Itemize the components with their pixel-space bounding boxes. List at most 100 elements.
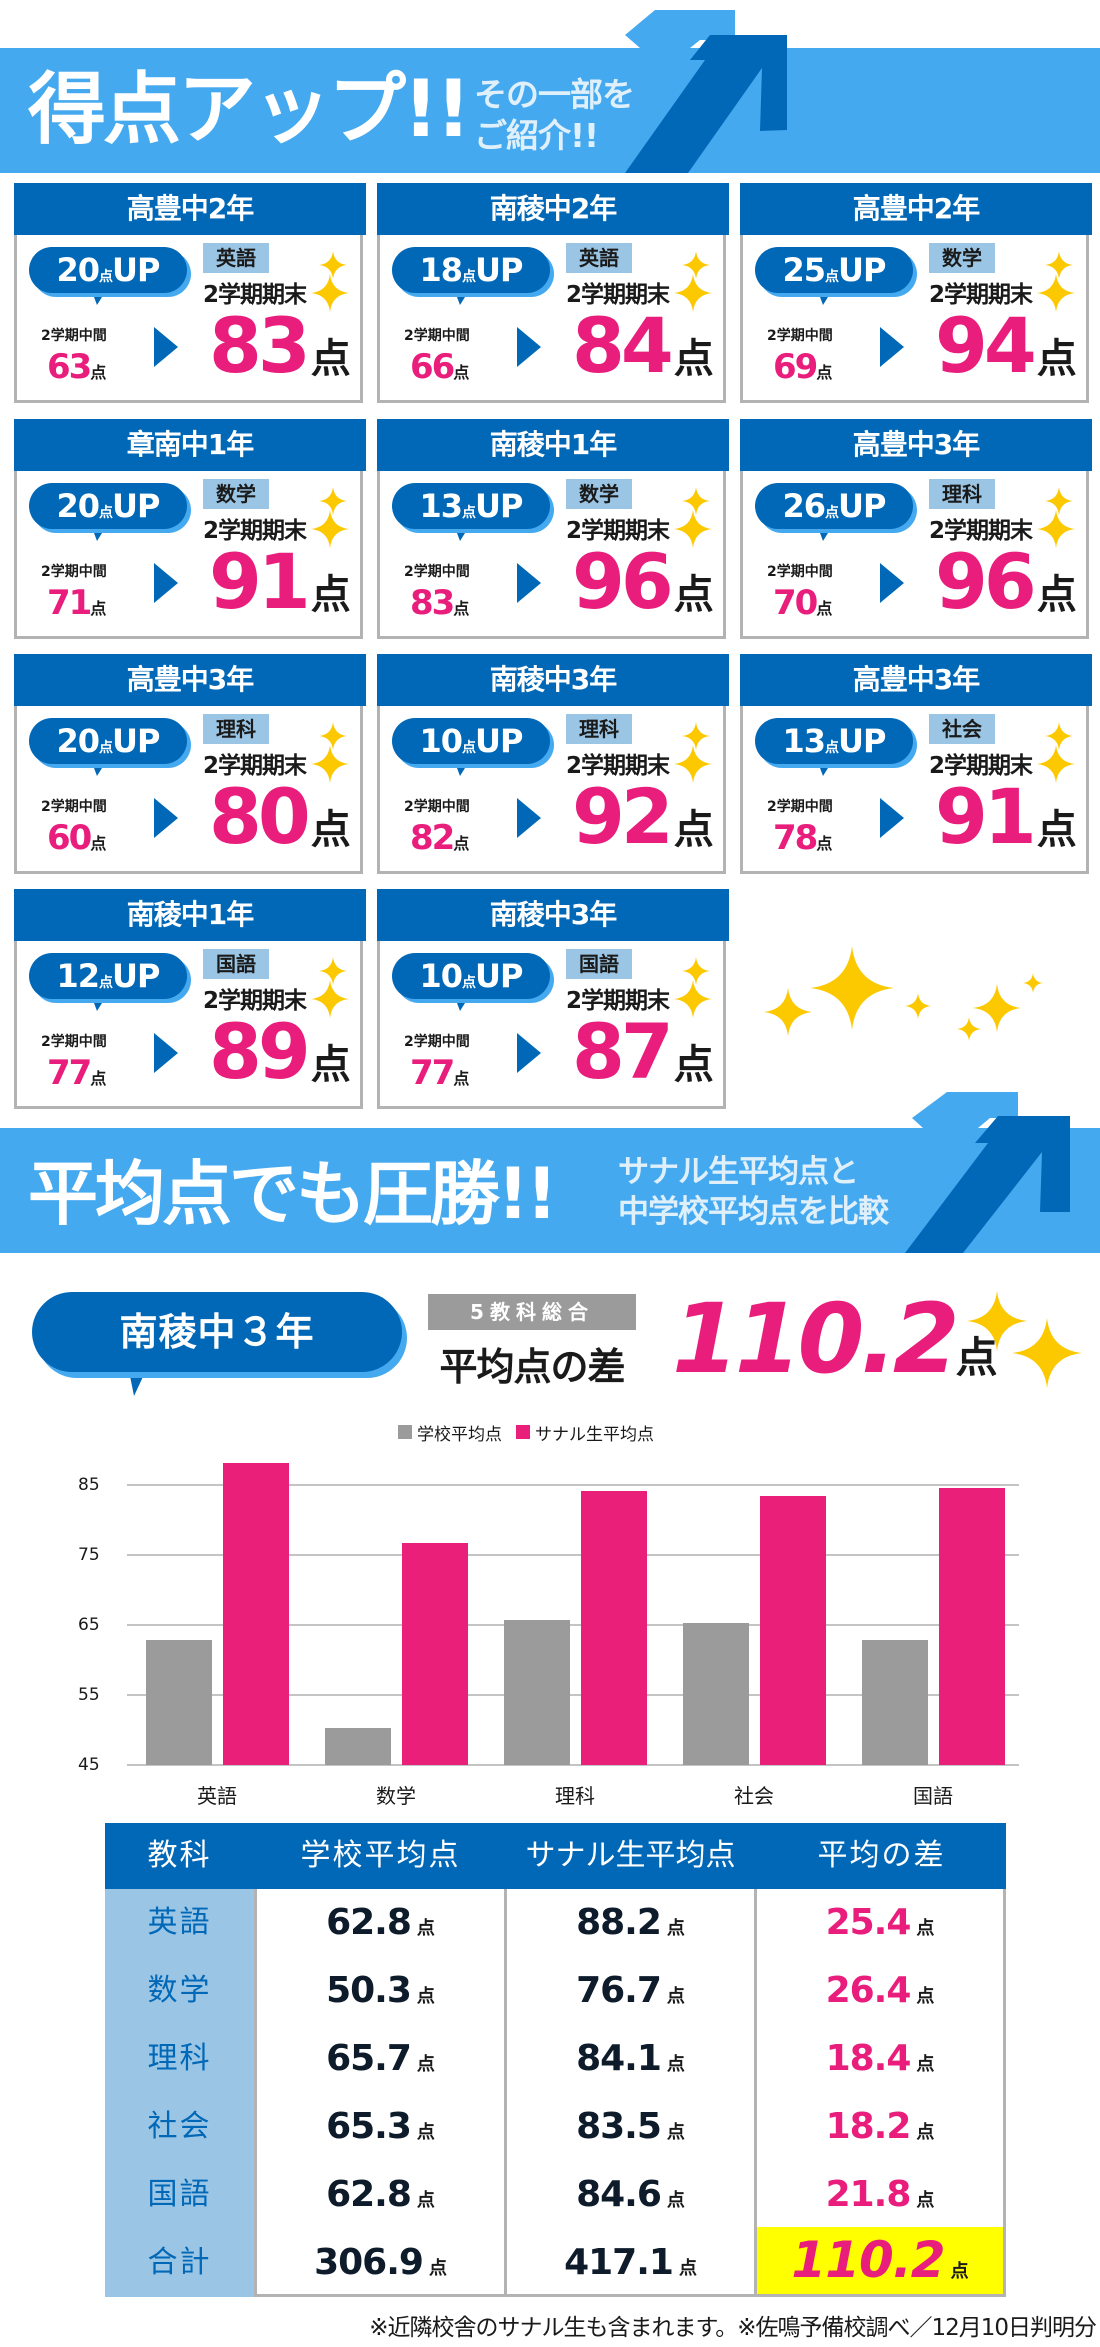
gain-unit: 点 (825, 740, 839, 756)
midterm-score: 66点 (410, 347, 469, 393)
gain-unit: 点 (462, 975, 476, 991)
legend-swatch-pink (516, 1425, 530, 1439)
speech-bubble-tail (91, 525, 107, 541)
midterm-score-value: 63 (47, 347, 92, 387)
midterm-score-value: 71 (47, 583, 92, 623)
sparkle-icon (319, 722, 347, 750)
final-score-value: 91 (935, 772, 1037, 861)
header-subtitle: その一部を ご紹介!! (474, 74, 635, 157)
gridline (127, 1694, 1019, 1696)
cell-value: 65.7 (326, 2038, 412, 2079)
final-term-label: 2学期期末 (929, 518, 1033, 544)
table-header-school-avg: 学校平均点 (300, 1838, 461, 1873)
cell-unit: 点 (416, 2054, 435, 2075)
card-school-title: 高豊中3年 (14, 654, 366, 706)
gain-badge: 12点UP (29, 953, 187, 999)
final-score: 91 点 (209, 537, 351, 640)
final-score-value: 96 (572, 537, 674, 626)
gain-suffix: UP (475, 722, 523, 760)
gain-suffix: UP (112, 957, 160, 995)
card-school-title: 高豊中2年 (740, 183, 1092, 235)
sparkle-icon (764, 988, 812, 1036)
arrow-right-icon (154, 327, 178, 367)
gain-unit: 点 (825, 269, 839, 285)
midterm-score-unit: 点 (453, 599, 470, 618)
arrow-right-icon (154, 1033, 178, 1073)
card-school-title: 高豊中3年 (740, 419, 1092, 471)
final-score-value: 92 (572, 772, 674, 861)
gain-value: 10 (419, 957, 464, 995)
comparison-subtitle: サナル生平均点と 中学校平均点を比較 (618, 1152, 889, 1232)
final-score-unit: 点 (310, 336, 351, 382)
card-school-title: 章南中1年 (14, 419, 366, 471)
midterm-score-unit: 点 (453, 1069, 470, 1088)
final-score-unit: 点 (310, 572, 351, 618)
cell-value: 417.1 (564, 2242, 674, 2283)
sparkle-icon (905, 993, 931, 1019)
midterm-score: 78点 (773, 818, 832, 864)
summary-tag: 5教科総合 (428, 1294, 636, 1330)
final-term-label: 2学期期末 (929, 282, 1033, 308)
bar-school-average (146, 1640, 212, 1765)
card-school-title: 高豊中2年 (14, 183, 366, 235)
cell-value: 62.8 (326, 1902, 412, 1943)
gain-badge: 13点UP (755, 718, 913, 764)
comparison-title: 平均点でも圧勝!! (28, 1153, 558, 1235)
midterm-score-unit: 点 (90, 834, 107, 853)
card-school-title: 南稜中2年 (377, 183, 729, 235)
midterm-label: 2学期中間 (404, 1034, 470, 1050)
table-header: 教科 学校平均点 サナル生平均点 平均の差 (105, 1823, 1006, 1889)
score-card: 高豊中2年 25点UP 2学期中間 69点 数学 2学期期末 94 点 (740, 183, 1092, 403)
midterm-score: 69点 (773, 347, 832, 393)
final-score-unit: 点 (310, 1042, 351, 1088)
midterm-label: 2学期中間 (41, 799, 107, 815)
cell-value: 84.1 (576, 2038, 662, 2079)
sparkle-icon (1012, 1318, 1082, 1388)
sparkle-icon (319, 251, 347, 279)
final-term-label: 2学期期末 (929, 753, 1033, 779)
final-score-value: 94 (935, 301, 1037, 390)
gain-badge: 13点UP (392, 483, 550, 529)
x-axis-category-label: 社会 (734, 1784, 774, 1808)
sparkle-icon (967, 1291, 1027, 1351)
subject-tag: 理科 (203, 714, 269, 744)
midterm-score-value: 66 (410, 347, 455, 387)
midterm-score-unit: 点 (90, 599, 107, 618)
sparkle-icon (682, 957, 710, 985)
subject-tag: 数学 (929, 243, 995, 273)
gridline (127, 1624, 1019, 1626)
score-card: 南稜中3年 10点UP 2学期中間 82点 理科 2学期期末 92 点 (377, 654, 729, 874)
speech-bubble-tail (817, 289, 833, 305)
gain-unit: 点 (99, 975, 113, 991)
sparkle-icon (1037, 274, 1075, 312)
cell-value: 88.2 (576, 1902, 662, 1943)
table-cell-sanaru-avg: 84.6 点 (507, 2161, 754, 2229)
gain-unit: 点 (99, 505, 113, 521)
final-score-value: 96 (935, 537, 1037, 626)
sparkle-icon (1023, 973, 1043, 993)
chart-legend: 学校平均点 サナル生平均点 (398, 1419, 654, 1445)
gain-suffix: UP (838, 487, 886, 525)
final-term-label: 2学期期末 (203, 518, 307, 544)
x-axis-category-label: 数学 (376, 1784, 416, 1808)
speech-bubble-tail (454, 760, 470, 776)
card-school-title: 高豊中3年 (740, 654, 1092, 706)
final-score-unit: 点 (673, 336, 714, 382)
gain-badge: 20点UP (29, 718, 187, 764)
midterm-score-unit: 点 (90, 363, 107, 382)
final-term-label: 2学期期末 (203, 282, 307, 308)
speech-bubble-tail (91, 995, 107, 1011)
subject-tag: 国語 (566, 949, 632, 979)
midterm-label: 2学期中間 (767, 799, 833, 815)
sparkle-icon (311, 274, 349, 312)
table-cell-sanaru-avg: 76.7 点 (507, 1957, 754, 2025)
gridline (127, 1554, 1019, 1556)
cell-unit: 点 (416, 2122, 435, 2143)
gain-value: 13 (419, 487, 464, 525)
school-badge: 南稜中３年 (32, 1292, 402, 1372)
table-cell-school-avg: 62.8 点 (257, 2161, 504, 2229)
column-divider (754, 1889, 757, 2294)
gain-badge: 20点UP (29, 483, 187, 529)
midterm-score-value: 83 (410, 583, 455, 623)
table-cell-diff: 18.4 点 (757, 2025, 1003, 2093)
